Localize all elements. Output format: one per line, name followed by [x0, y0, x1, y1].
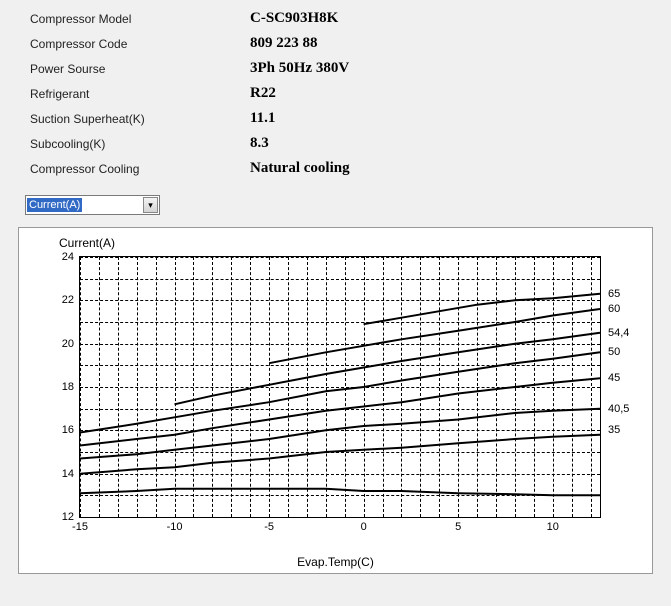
x-tick-label: 10 [547, 521, 559, 533]
series-line [80, 489, 600, 496]
y-tick-label: 24 [62, 251, 74, 263]
grid-hline [80, 430, 600, 431]
spec-row: Subcooling(K)8.3 [30, 135, 651, 152]
spec-value: 3Ph 50Hz 380V [250, 60, 349, 77]
series-end-label: 40,5 [608, 403, 629, 415]
grid-hline [80, 279, 600, 280]
x-tick-label: -10 [167, 521, 183, 533]
x-tick-label: -5 [264, 521, 274, 533]
grid-hline [80, 365, 600, 366]
spec-label: Refrigerant [30, 87, 250, 101]
grid-hline [80, 409, 600, 410]
y-tick-label: 16 [62, 424, 74, 436]
spec-table: Compressor ModelC-SC903H8KCompressor Cod… [0, 0, 671, 190]
spec-row: Power Sourse3Ph 50Hz 380V [30, 60, 651, 77]
grid-hline [80, 257, 600, 258]
y-tick-label: 22 [62, 294, 74, 306]
chart-plot-area: 12141618202224-15-10-50510656054,4504540… [79, 256, 601, 518]
spec-label: Suction Superheat(K) [30, 112, 250, 126]
series-end-label: 45 [608, 372, 620, 384]
spec-label: Compressor Model [30, 12, 250, 26]
grid-hline [80, 517, 600, 518]
spec-row: Compressor CoolingNatural cooling [30, 160, 651, 177]
grid-hline [80, 452, 600, 453]
x-tick-label: 5 [455, 521, 461, 533]
y-tick-label: 18 [62, 381, 74, 393]
parameter-dropdown-wrap: Current(A) ▾ [25, 195, 671, 215]
series-end-label: 65 [608, 288, 620, 300]
spec-value: 11.1 [250, 110, 275, 127]
grid-hline [80, 474, 600, 475]
spec-value: Natural cooling [250, 160, 350, 177]
grid-hline [80, 495, 600, 496]
chart-x-title: Evap.Temp(C) [297, 555, 374, 569]
series-end-label: 54,4 [608, 327, 629, 339]
series-end-label: 60 [608, 303, 620, 315]
x-tick-label: 0 [361, 521, 367, 533]
parameter-dropdown-value: Current(A) [27, 198, 82, 212]
grid-hline [80, 387, 600, 388]
series-line [80, 435, 600, 474]
spec-value: C-SC903H8K [250, 10, 338, 27]
grid-hline [80, 344, 600, 345]
chart-y-title: Current(A) [59, 236, 115, 250]
spec-label: Subcooling(K) [30, 137, 250, 151]
spec-label: Power Sourse [30, 62, 250, 76]
spec-row: Compressor Code809 223 88 [30, 35, 651, 52]
series-line [80, 352, 600, 432]
y-tick-label: 20 [62, 338, 74, 350]
spec-row: Suction Superheat(K)11.1 [30, 110, 651, 127]
spec-row: RefrigerantR22 [30, 85, 651, 102]
parameter-dropdown[interactable]: Current(A) ▾ [25, 195, 160, 215]
spec-label: Compressor Code [30, 37, 250, 51]
grid-hline [80, 322, 600, 323]
chevron-down-icon: ▾ [143, 197, 158, 213]
series-end-label: 35 [608, 424, 620, 436]
spec-label: Compressor Cooling [30, 162, 250, 176]
spec-row: Compressor ModelC-SC903H8K [30, 10, 651, 27]
x-tick-label: -15 [72, 521, 88, 533]
grid-hline [80, 300, 600, 301]
series-line [364, 294, 600, 324]
spec-value: R22 [250, 85, 276, 102]
chart-panel: Current(A) 12141618202224-15-10-50510656… [18, 227, 653, 574]
spec-value: 8.3 [250, 135, 269, 152]
series-end-label: 50 [608, 346, 620, 358]
y-tick-label: 14 [62, 468, 74, 480]
spec-value: 809 223 88 [250, 35, 318, 52]
